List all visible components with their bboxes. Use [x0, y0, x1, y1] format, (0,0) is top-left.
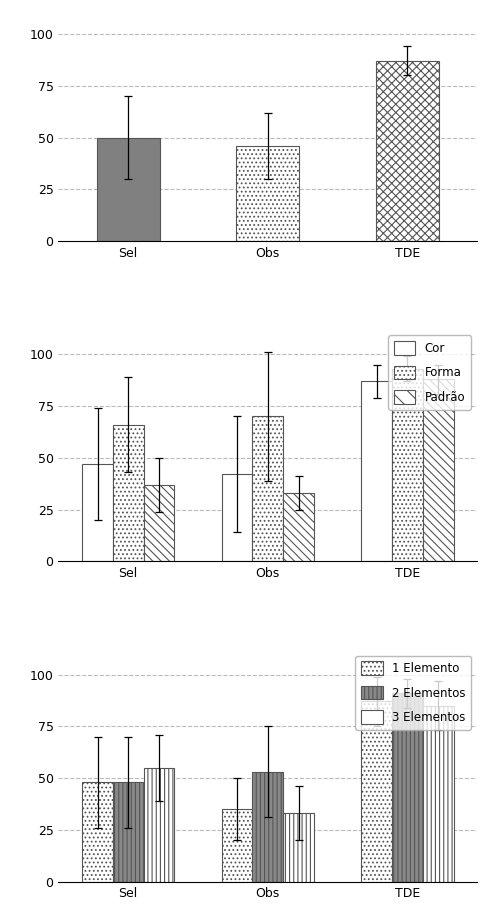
Bar [252, 416, 283, 562]
Bar [423, 705, 453, 882]
Bar [222, 474, 252, 562]
Legend: 1 Elemento, 2 Elementos, 3 Elementos: 1 Elemento, 2 Elementos, 3 Elementos [356, 655, 471, 730]
Bar [113, 783, 144, 882]
Bar [97, 137, 160, 241]
Bar [82, 783, 113, 882]
Bar [82, 464, 113, 562]
Bar [237, 145, 299, 241]
Bar [361, 381, 392, 562]
Bar [144, 768, 174, 882]
Bar [392, 694, 423, 882]
Bar [376, 61, 439, 241]
Bar [222, 809, 252, 882]
Bar [283, 493, 314, 562]
Bar [361, 702, 392, 882]
Bar [252, 772, 283, 882]
Bar [283, 814, 314, 882]
Bar [113, 425, 144, 562]
Bar [392, 369, 423, 562]
Legend: Cor, Forma, Padrão: Cor, Forma, Padrão [388, 335, 471, 410]
Bar [423, 379, 453, 562]
Bar [144, 484, 174, 562]
